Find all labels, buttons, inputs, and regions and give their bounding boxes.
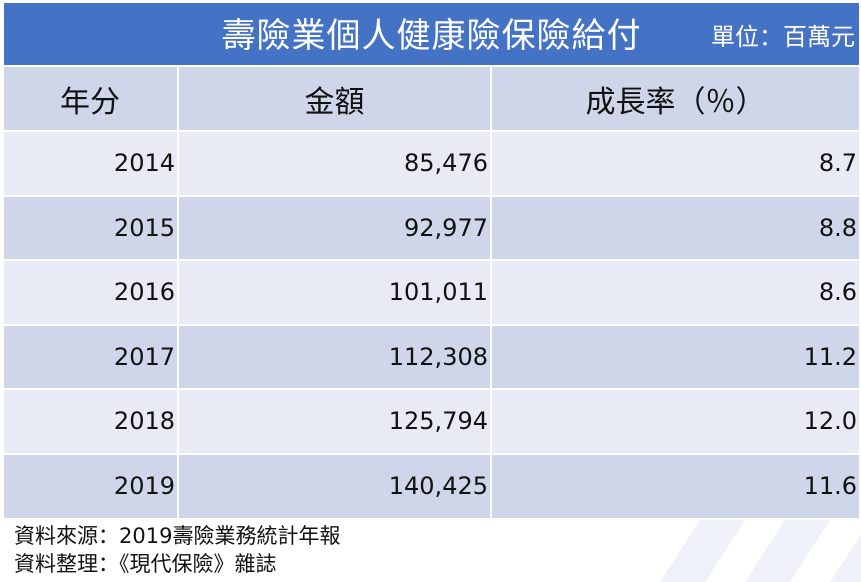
year-cell: 2015 [4, 194, 179, 260]
table-row: 2018 125,794 12.0 [4, 388, 859, 454]
rate-cell: 11.2 [491, 323, 859, 389]
amount-cell: 125,794 [178, 388, 492, 454]
source-line: 資料來源：2019壽險業務統計年報 [14, 524, 341, 548]
header-row: 年分 金額 成長率（％） [4, 67, 859, 131]
table-row: 2019 140,425 11.6 [4, 452, 859, 518]
amount-cell: 92,977 [178, 194, 492, 260]
table-row: 2016 101,011 8.6 [4, 259, 859, 325]
amount-cell: 101,011 [178, 259, 492, 325]
rate-cell: 11.6 [491, 452, 859, 518]
rate-cell: 8.8 [491, 194, 859, 260]
amount-cell: 140,425 [178, 452, 492, 518]
table-row: 2015 92,977 8.8 [4, 194, 859, 260]
title-bar: 壽險業個人健康險保險給付 單位：百萬元 [4, 3, 859, 67]
unit-label: 單位：百萬元 [711, 23, 855, 51]
year-cell: 2016 [4, 259, 179, 325]
table-frame: 壽險業個人健康險保險給付 單位：百萬元 年分 金額 成長率（％） 2014 85,… [4, 3, 859, 518]
column-header-amount: 金額 [178, 67, 492, 131]
column-header-rate: 成長率（％） [491, 67, 859, 131]
year-cell: 2014 [4, 130, 179, 196]
table-title: 壽險業個人健康險保險給付 [221, 16, 642, 56]
year-cell: 2019 [4, 452, 179, 518]
column-header-year: 年分 [4, 67, 179, 131]
rate-cell: 8.7 [491, 130, 859, 196]
table-row: 2014 85,476 8.7 [4, 130, 859, 196]
data-table: 年分 金額 成長率（％） 2014 85,476 8.7 2015 92,977 8.8 2… [4, 67, 859, 518]
rate-cell: 8.6 [491, 259, 859, 325]
rate-cell: 12.0 [491, 388, 859, 454]
table-body: 2014 85,476 8.7 2015 92,977 8.8 2016 101,011 8.6… [4, 130, 859, 518]
source-notes: 資料來源：2019壽險業務統計年報 資料整理：《現代保險》雜誌 [14, 522, 340, 578]
amount-cell: 112,308 [178, 323, 492, 389]
year-cell: 2017 [4, 323, 179, 389]
amount-cell: 85,476 [178, 130, 492, 196]
table-row: 2017 112,308 11.2 [4, 323, 859, 389]
year-cell: 2018 [4, 388, 179, 454]
compiler-line: 資料整理：《現代保險》雜誌 [14, 552, 277, 576]
